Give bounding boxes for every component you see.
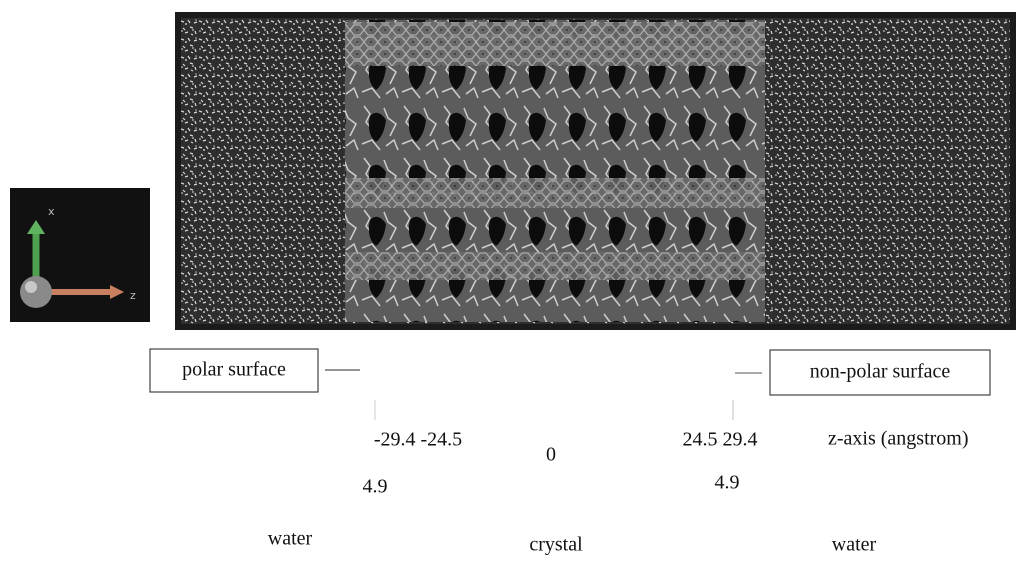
origin-sphere <box>20 276 52 308</box>
crystal-layer <box>345 178 765 208</box>
axes-icon: x z <box>10 188 150 322</box>
simulation-image <box>178 15 1013 327</box>
figure: x z polar surface non-polar surface -29.… <box>0 0 1036 558</box>
axis-label: z-axis (angstrom) <box>828 428 969 450</box>
position-label: -29.4 -24.5 <box>374 429 462 451</box>
x-axis-label: x <box>48 205 55 218</box>
position-label: 24.5 29.4 <box>683 429 758 451</box>
region-label: water <box>268 528 313 550</box>
z-axis-label: z <box>130 289 136 302</box>
region-label: water <box>832 534 877 556</box>
callout-label: polar surface <box>182 359 286 381</box>
position-label: 0 <box>546 444 556 466</box>
spacing-label: 4.9 <box>363 476 388 498</box>
callout-label: non-polar surface <box>810 361 951 383</box>
crystal-layer <box>345 252 765 280</box>
origin-highlight <box>25 281 37 293</box>
region-label: crystal <box>529 534 583 556</box>
crystal-layer <box>345 22 765 66</box>
spacing-label: 4.9 <box>715 472 740 494</box>
